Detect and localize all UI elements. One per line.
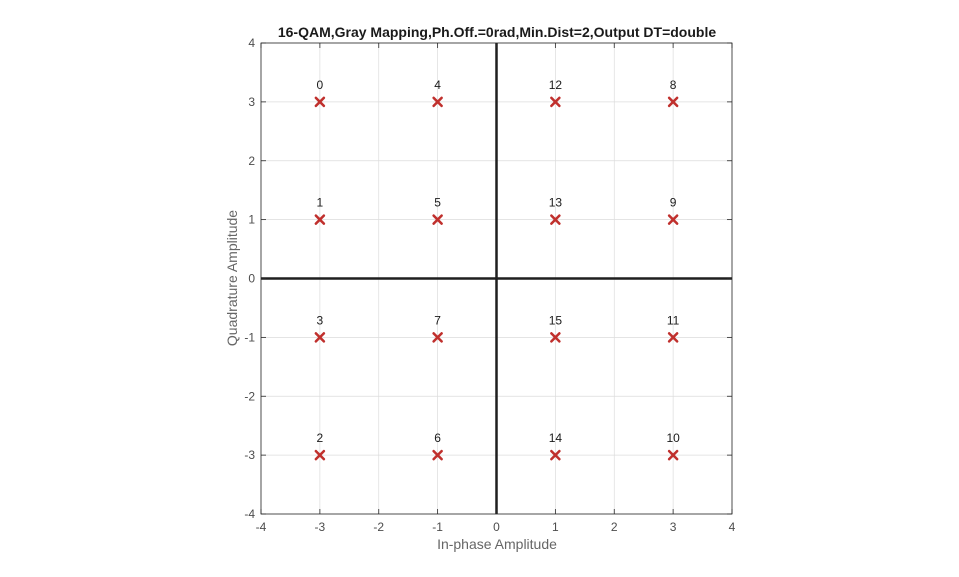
point-label: 7 [434, 313, 441, 327]
constellation-point [432, 214, 443, 225]
point-label: 0 [317, 78, 324, 92]
constellation-point [667, 214, 679, 225]
constellation-point [314, 214, 326, 225]
point-marker-stroke [550, 332, 561, 343]
point-label: 4 [434, 78, 441, 92]
y-tick-label: -4 [244, 507, 255, 521]
y-tick-label: 2 [248, 154, 255, 168]
point-label: 5 [434, 196, 441, 210]
point-label: 3 [317, 313, 324, 327]
constellation-point [667, 332, 679, 343]
point-label: 11 [667, 313, 680, 327]
x-tick-label: 0 [493, 520, 500, 534]
point-marker-stroke [667, 332, 679, 343]
point-marker-stroke [314, 96, 326, 108]
x-tick-label: 3 [670, 520, 677, 534]
y-tick-label: -3 [244, 448, 255, 462]
point-marker-stroke [432, 96, 443, 108]
constellation-point [432, 332, 443, 343]
x-axis-label: In-phase Amplitude [437, 536, 557, 552]
constellation-point [432, 96, 443, 108]
y-tick-label: 3 [248, 95, 255, 109]
constellation-point [667, 96, 679, 108]
point-marker-stroke [550, 214, 561, 225]
point-label: 14 [549, 431, 563, 445]
constellation-point [432, 449, 443, 461]
point-marker-stroke [314, 449, 326, 461]
point-label: 10 [666, 431, 680, 445]
point-label: 8 [670, 78, 677, 92]
y-tick-label: 1 [248, 213, 255, 227]
x-tick-label: 1 [552, 520, 559, 534]
x-tick-label: 2 [611, 520, 618, 534]
point-marker-stroke [314, 214, 326, 225]
y-tick-label: -2 [244, 389, 255, 403]
x-tick-label: -2 [373, 520, 384, 534]
x-tick-label: 4 [729, 520, 736, 534]
constellation-point [667, 449, 679, 461]
point-marker-stroke [432, 449, 443, 461]
constellation-points: 0 4 12 81 5 13 93 7 15 112 6 14 10 [314, 78, 680, 461]
axes [261, 43, 732, 514]
point-marker-stroke [667, 449, 679, 461]
constellation-point [314, 96, 326, 108]
x-tick-label: -1 [432, 520, 443, 534]
constellation-point [314, 449, 326, 461]
point-marker-stroke [550, 449, 561, 461]
point-label: 9 [670, 196, 677, 210]
point-marker-stroke [667, 214, 679, 225]
point-label: 15 [549, 313, 563, 327]
constellation-point [314, 332, 326, 343]
point-label: 2 [317, 431, 324, 445]
point-label: 1 [317, 196, 324, 210]
point-label: 12 [549, 78, 563, 92]
point-marker-stroke [432, 214, 443, 225]
point-marker-stroke [667, 96, 679, 108]
point-marker-stroke [550, 96, 561, 108]
y-tick-label: 0 [248, 272, 255, 286]
y-tick-label: 4 [248, 36, 255, 50]
x-tick-label: -4 [256, 520, 267, 534]
point-label: 6 [434, 431, 441, 445]
constellation-point [550, 214, 561, 225]
y-axis-label: Quadrature Amplitude [224, 210, 240, 346]
constellation-point [550, 449, 561, 461]
x-tick-label: -3 [315, 520, 326, 534]
point-marker-stroke [314, 332, 326, 343]
constellation-point [550, 96, 561, 108]
chart-title: 16-QAM,Gray Mapping,Ph.Off.=0rad,Min.Dis… [278, 24, 717, 40]
point-label: 13 [549, 196, 563, 210]
constellation-point [550, 332, 561, 343]
point-marker-stroke [432, 332, 443, 343]
y-tick-label: -1 [244, 330, 255, 344]
